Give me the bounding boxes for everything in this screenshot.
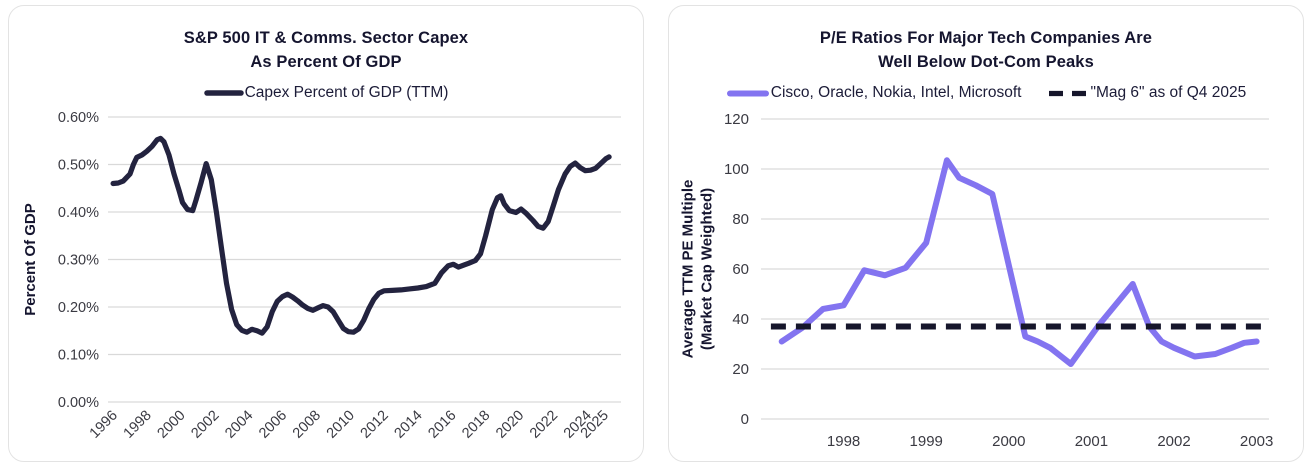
- pe-ratio-chart-card: P/E Ratios For Major Tech Companies Are …: [668, 5, 1304, 462]
- y-tick-label: 60: [732, 261, 749, 278]
- x-tick-label: 2004: [222, 408, 256, 442]
- y-tick-label: 80: [732, 211, 749, 228]
- x-tick-label: 2018: [459, 408, 493, 442]
- tick-labels: 0 20 40 60 80 100 120 1998 1999 2000 2001 2002 2003: [724, 111, 1273, 450]
- capex-legend: Capex Percent of GDP (TTM): [9, 84, 643, 102]
- x-tick-label: 2000: [155, 408, 189, 442]
- capex-legend-label: Capex Percent of GDP (TTM): [244, 84, 449, 101]
- x-tick-label: 2006: [256, 408, 290, 442]
- y-tick-label: 0.20%: [58, 300, 99, 316]
- capex-legend-item: Capex Percent of GDP (TTM): [203, 84, 449, 102]
- pe-title-line2: Well Below Dot-Com Peaks: [878, 52, 1094, 71]
- y-tick-label: 100: [724, 161, 749, 178]
- pe-legend-item-mag6: "Mag 6" as of Q4 2025: [1047, 84, 1246, 102]
- solid-line-swatch-icon: [203, 90, 244, 96]
- series-line-solid: [110, 135, 612, 336]
- capex-title-line1: S&P 500 IT & Comms. Sector Capex: [183, 29, 469, 47]
- x-tick-label: 1998: [827, 433, 860, 450]
- x-tick-label: 2003: [1240, 433, 1273, 450]
- y-tick-label: 0.10%: [58, 348, 99, 364]
- pe-title-line1: P/E Ratios For Major Tech Companies Are: [819, 29, 1153, 47]
- x-tick-label: 2002: [188, 408, 222, 442]
- x-tick-label: 2016: [425, 408, 459, 442]
- series-line-solid: [778, 157, 1260, 367]
- pe-legend-label-mag6: "Mag 6" as of Q4 2025: [1090, 84, 1247, 101]
- purple-line-swatch-icon: [726, 90, 769, 96]
- gridlines: [108, 116, 621, 403]
- y-tick-label: 0.50%: [58, 158, 99, 174]
- y-tick-label: 0.00%: [58, 395, 99, 411]
- y-tick-label: 20: [732, 361, 749, 378]
- pe-chart-title: P/E Ratios For Major Tech Companies Are …: [669, 27, 1303, 75]
- x-tick-label: 2014: [392, 408, 426, 442]
- tick-labels: 0.00% 0.10% 0.20% 0.30% 0.40% 0.50% 0.60% 1996 1…: [58, 110, 612, 442]
- pe-legend: Cisco, Oracle, Nokia, Intel, Microsoft "…: [669, 84, 1303, 102]
- x-tick-label: 2000: [992, 433, 1025, 450]
- x-tick-label: 1996: [87, 408, 121, 442]
- y-tick-label: 0: [741, 411, 749, 428]
- y-tick-label: 0.40%: [58, 205, 99, 221]
- x-tick-label: 2010: [324, 408, 358, 442]
- x-tick-label: 2002: [1157, 433, 1190, 450]
- y-tick-label: 0.30%: [58, 253, 99, 269]
- capex-chart-title: S&P 500 IT & Comms. Sector Capex As Perc…: [9, 27, 643, 75]
- gridlines: [761, 118, 1269, 420]
- pe-legend-item-tech: Cisco, Oracle, Nokia, Intel, Microsoft: [726, 84, 1022, 102]
- x-tick-label: 2008: [290, 408, 324, 442]
- capex-title-line2: As Percent Of GDP: [250, 52, 402, 71]
- capex-chart-card: S&P 500 IT & Comms. Sector Capex As Perc…: [8, 5, 644, 462]
- y-axis-title: Percent Of GDP: [22, 203, 39, 316]
- x-tick-label: 1999: [910, 433, 943, 450]
- y-tick-label: 40: [732, 311, 749, 328]
- pe-plot-svg: 0 20 40 60 80 100 120 1998 1999 2000 2001 2002 2003 A…: [680, 111, 1274, 450]
- dashed-line-swatch-icon: [1049, 90, 1090, 96]
- x-tick-label: 2001: [1075, 433, 1108, 450]
- y-tick-label: 0.60%: [58, 110, 99, 126]
- pe-legend-label-tech: Cisco, Oracle, Nokia, Intel, Microsoft: [770, 84, 1022, 101]
- x-tick-label: 1998: [121, 408, 155, 442]
- x-tick-label: 2012: [358, 408, 392, 442]
- y-axis-title: Average TTM PE Multiple (Market Cap Weigh…: [680, 180, 716, 359]
- x-tick-label: 2020: [493, 408, 527, 442]
- y-tick-label: 120: [724, 111, 749, 128]
- x-tick-label: 2022: [527, 408, 561, 442]
- capex-plot-svg: 0.00% 0.10% 0.20% 0.30% 0.40% 0.50% 0.60% 1996 1…: [22, 110, 621, 442]
